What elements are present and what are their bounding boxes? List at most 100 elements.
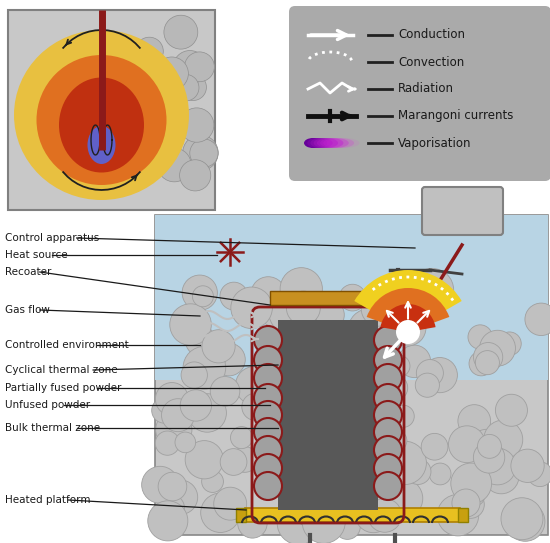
Circle shape xyxy=(260,346,297,383)
Circle shape xyxy=(148,501,188,541)
Circle shape xyxy=(172,74,199,101)
Circle shape xyxy=(254,401,282,429)
Circle shape xyxy=(238,509,267,538)
Circle shape xyxy=(220,449,247,475)
Text: Unfused powder: Unfused powder xyxy=(5,400,90,410)
Circle shape xyxy=(403,274,427,298)
Circle shape xyxy=(511,449,544,482)
Circle shape xyxy=(180,160,211,191)
Ellipse shape xyxy=(323,138,354,148)
Circle shape xyxy=(355,496,392,533)
Circle shape xyxy=(179,108,214,142)
Circle shape xyxy=(410,268,454,312)
Text: Conduction: Conduction xyxy=(398,28,465,41)
Circle shape xyxy=(128,55,159,86)
Circle shape xyxy=(135,37,163,65)
Circle shape xyxy=(346,420,367,441)
Circle shape xyxy=(162,399,195,432)
Circle shape xyxy=(382,316,404,338)
Circle shape xyxy=(505,502,545,541)
Circle shape xyxy=(388,355,410,377)
Circle shape xyxy=(188,394,227,432)
Circle shape xyxy=(155,431,179,455)
Circle shape xyxy=(378,500,400,522)
Circle shape xyxy=(157,148,191,182)
Circle shape xyxy=(258,419,279,440)
Circle shape xyxy=(269,292,311,334)
Bar xyxy=(236,508,246,522)
Circle shape xyxy=(210,376,240,406)
Circle shape xyxy=(374,364,402,392)
Ellipse shape xyxy=(59,78,144,173)
Circle shape xyxy=(220,282,248,310)
Circle shape xyxy=(465,486,485,506)
Circle shape xyxy=(458,405,491,437)
Circle shape xyxy=(254,436,282,464)
Circle shape xyxy=(374,454,402,482)
Circle shape xyxy=(276,293,317,334)
Circle shape xyxy=(492,426,520,454)
Circle shape xyxy=(158,472,187,501)
Circle shape xyxy=(252,382,274,403)
Circle shape xyxy=(180,390,212,421)
Circle shape xyxy=(405,459,431,484)
Text: Marangoni currents: Marangoni currents xyxy=(398,110,513,123)
Ellipse shape xyxy=(36,55,167,185)
Circle shape xyxy=(181,362,207,388)
Text: Controlled environment: Controlled environment xyxy=(5,340,129,350)
Circle shape xyxy=(183,135,218,171)
Ellipse shape xyxy=(14,30,189,200)
Circle shape xyxy=(230,427,252,449)
Ellipse shape xyxy=(314,138,338,148)
Circle shape xyxy=(353,437,388,472)
Circle shape xyxy=(468,325,492,349)
Text: Cyclical thermal zone: Cyclical thermal zone xyxy=(5,365,118,375)
Circle shape xyxy=(182,275,217,311)
Circle shape xyxy=(254,364,282,392)
Circle shape xyxy=(284,499,322,536)
Circle shape xyxy=(287,291,320,325)
Circle shape xyxy=(483,458,519,494)
Circle shape xyxy=(398,345,431,377)
Circle shape xyxy=(142,466,179,503)
Circle shape xyxy=(501,498,543,540)
Circle shape xyxy=(374,401,402,429)
Circle shape xyxy=(527,462,550,487)
Circle shape xyxy=(155,57,188,90)
Text: Bulk thermal zone: Bulk thermal zone xyxy=(5,423,100,433)
Ellipse shape xyxy=(304,138,322,148)
Circle shape xyxy=(382,276,404,299)
Circle shape xyxy=(378,311,402,335)
Circle shape xyxy=(374,436,402,464)
Circle shape xyxy=(242,393,269,420)
Bar xyxy=(8,10,215,210)
Circle shape xyxy=(251,277,285,311)
Circle shape xyxy=(163,480,197,514)
Text: Heat source: Heat source xyxy=(5,250,68,260)
Ellipse shape xyxy=(327,138,360,148)
Circle shape xyxy=(131,46,152,66)
Text: Heated platform: Heated platform xyxy=(5,495,91,505)
Circle shape xyxy=(452,489,480,517)
Circle shape xyxy=(525,303,550,336)
Bar xyxy=(278,320,378,510)
Circle shape xyxy=(334,514,360,539)
Circle shape xyxy=(185,52,214,82)
Circle shape xyxy=(192,286,213,307)
Circle shape xyxy=(477,434,502,458)
Circle shape xyxy=(451,463,492,504)
Circle shape xyxy=(296,503,320,526)
Bar xyxy=(155,215,548,380)
Wedge shape xyxy=(381,304,436,332)
Text: Partially fused powder: Partially fused powder xyxy=(5,383,122,393)
Circle shape xyxy=(474,441,505,473)
Circle shape xyxy=(202,471,223,493)
Circle shape xyxy=(416,359,443,387)
Bar xyxy=(155,215,548,535)
Circle shape xyxy=(470,430,503,463)
Circle shape xyxy=(139,144,171,176)
Circle shape xyxy=(483,420,522,459)
Circle shape xyxy=(190,139,218,167)
Circle shape xyxy=(279,337,312,370)
Circle shape xyxy=(213,343,245,376)
